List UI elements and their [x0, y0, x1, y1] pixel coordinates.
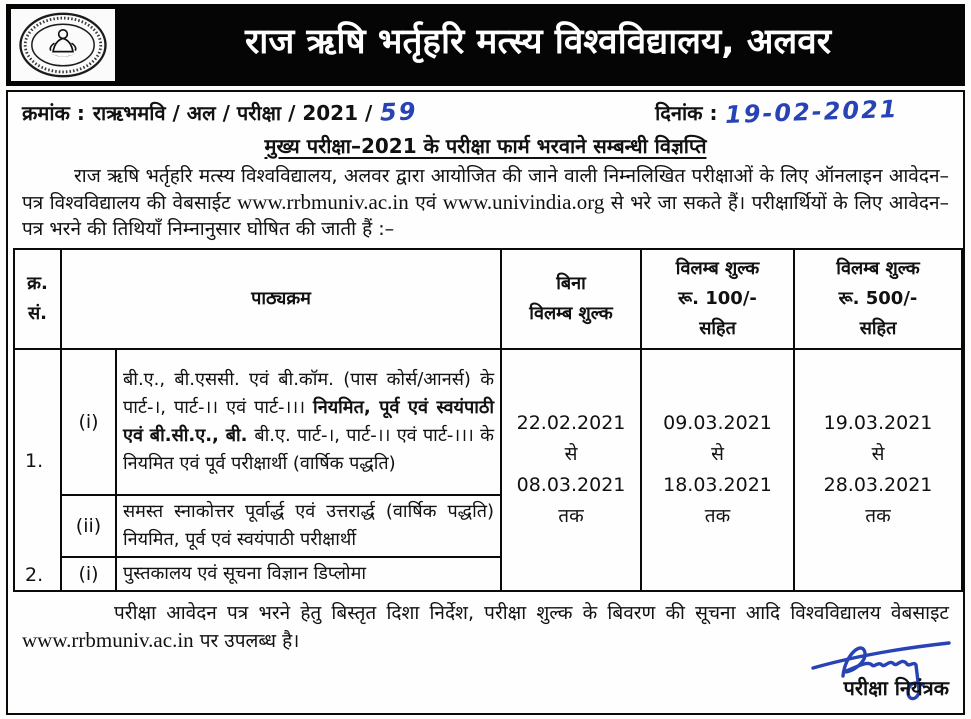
controller-signature-icon: [811, 641, 951, 701]
serial-1: 1.: [25, 450, 44, 472]
course-1ii: समस्त स्नाकोत्तर पूर्वार्द्ध एवं उत्तरार…: [114, 494, 503, 558]
col-header-serial: क्र. सं.: [13, 248, 62, 350]
dates-no-late-fee: 22.02.2021 से 08.03.2021 तक: [500, 348, 643, 592]
footer-text-a: परीक्षा आवेदन पत्र भरने हेतु बिस्तृत दिश…: [114, 602, 949, 624]
intro-paragraph: राज ऋषि भर्तृहरि मत्स्य विश्वविद्यालय, अ…: [8, 159, 963, 242]
subitem-1ii: (ii): [60, 494, 117, 558]
ref-prefix: राऋभमवि / अल / परीक्षा / 2021 /: [92, 101, 373, 125]
col-header-course: पाठ्यक्रम: [59, 248, 503, 350]
intro-text-a: राज ऋषि भर्तृहरि मत्स्य विश्वविद्यालय, अ…: [22, 165, 949, 214]
signatory-title: परीक्षा नियंत्रक: [843, 676, 949, 700]
footer-paragraph: परीक्षा आवेदन पत्र भरने हेतु बिस्तृत दिश…: [8, 592, 963, 655]
intro-text-b: एवं: [408, 192, 443, 214]
subitem-1i: (i): [60, 348, 117, 496]
intro-text-c: से भरे जा सकते हैं। परीक्षार्थियों के लि…: [22, 192, 950, 240]
university-seal-logo: [11, 9, 115, 81]
col-header-late-fee-500: विलम्ब शुल्क रू. 500/- सहित: [793, 248, 964, 350]
website-url-1: www.rrbmuniv.ac.in: [237, 190, 409, 214]
meta-row: क्रमांक : राऋभमवि / अल / परीक्षा / 2021 …: [8, 92, 963, 130]
date-value-handwritten: 19-02-2021: [725, 94, 900, 130]
table-header-row: क्र. सं. पाठ्यक्रम बिना विलम्ब शुल्क विल…: [13, 248, 964, 350]
course-2i: पुस्तकालय एवं सूचना विज्ञान डिप्लोमा: [114, 556, 503, 592]
exam-fee-table: क्र. सं. पाठ्यक्रम बिना विलम्ब शुल्क विल…: [13, 248, 964, 592]
website-url-2: www.univindia.org: [442, 190, 605, 214]
footer-text-b: पर उपलब्ध है।: [193, 630, 300, 652]
ref-number-handwritten: 59: [379, 97, 419, 127]
university-banner: राज ऋषि भर्तृहरि मत्स्य विश्वविद्यालय, अ…: [6, 4, 965, 86]
reference-number: क्रमांक : राऋभमवि / अल / परीक्षा / 2021 …: [22, 97, 419, 127]
serial-2: 2.: [25, 564, 44, 586]
table-row: (i) पुस्तकालय एवं सूचना विज्ञान डिप्लोमा: [14, 556, 962, 592]
col-header-no-late-fee: बिना विलम्ब शुल्क: [500, 248, 643, 350]
footer-url: www.rrbmuniv.ac.in: [22, 628, 194, 652]
dates-late-fee-100: 09.03.2021 से 18.03.2021 तक: [640, 348, 796, 592]
table-row: 1. 2. (i) बी.ए., बी.एससी. एवं बी.कॉम. (प…: [13, 348, 964, 592]
table-row: (ii) समस्त स्नाकोत्तर पूर्वार्द्ध एवं उत…: [14, 494, 962, 558]
signature-block: परीक्षा नियंत्रक: [795, 630, 955, 701]
serial-numbers-cell: 1. 2.: [13, 348, 62, 592]
subitem-2i: (i): [60, 556, 117, 592]
ref-label: क्रमांक :: [22, 101, 85, 125]
dates-late-fee-500: 19.03.2021 से 28.03.2021 तक: [793, 348, 964, 592]
course-1i: बी.ए., बी.एससी. एवं बी.कॉम. (पास कोर्स/आ…: [114, 348, 503, 496]
issue-date: दिनांक : 19-02-2021: [655, 94, 900, 130]
col-header-late-fee-100: विलम्ब शुल्क रू. 100/- सहित: [640, 248, 796, 350]
university-seal-icon: [15, 11, 111, 79]
university-name: राज ऋषि भर्तृहरि मत्स्य विश्वविद्यालय, अ…: [244, 21, 832, 62]
notice-title: मुख्य परीक्षा–2021 के परीक्षा फार्म भरवा…: [264, 134, 707, 158]
date-label: दिनांक :: [655, 101, 718, 125]
document-frame: क्रमांक : राऋभमवि / अल / परीक्षा / 2021 …: [6, 90, 965, 715]
